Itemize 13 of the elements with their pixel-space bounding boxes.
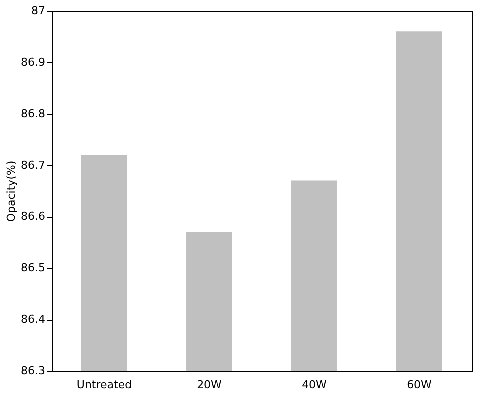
y-tick-label: 87 <box>32 4 46 18</box>
y-axis-title: Opacity(%) <box>5 160 18 222</box>
y-tick-label: 86.4 <box>21 313 46 326</box>
y-tick-label: 86.7 <box>21 158 46 172</box>
y-tick-label: 86.6 <box>21 210 46 224</box>
x-tick-label: Untreated <box>76 378 132 392</box>
x-tick-label: 60W <box>407 378 432 392</box>
y-tick-label: 86.3 <box>21 364 46 378</box>
y-tick-label: 86.9 <box>21 56 46 69</box>
x-tick-label: 40W <box>302 378 328 392</box>
y-tick-label: 86.8 <box>21 107 46 120</box>
y-tick-label: 86.5 <box>21 262 46 275</box>
x-tick-label: 20W <box>197 378 222 392</box>
